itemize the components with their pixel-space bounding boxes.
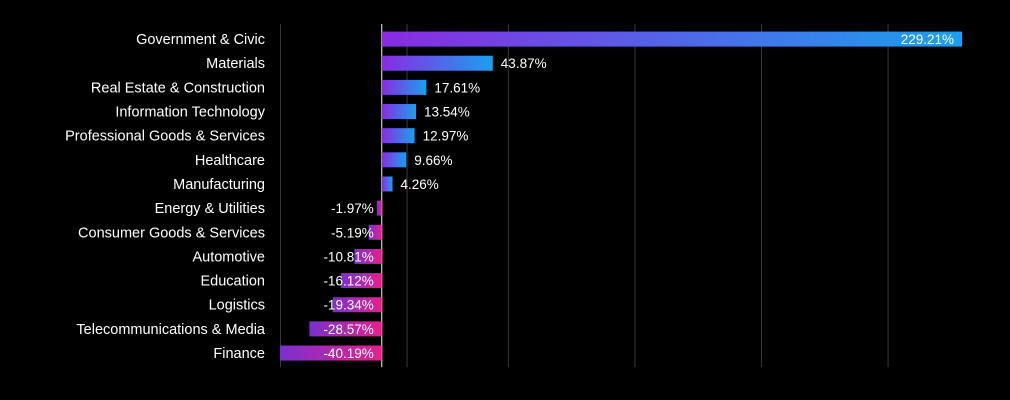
bar	[309, 321, 382, 337]
value-label: 17.61%	[434, 80, 480, 95]
value-label: -40.19%	[323, 346, 373, 361]
category-label: Real Estate & Construction	[91, 80, 265, 96]
category-label: Energy & Utilities	[155, 201, 265, 217]
bar	[280, 345, 382, 361]
bar	[381, 31, 963, 47]
value-label: -1.97%	[331, 201, 374, 216]
bar	[381, 128, 415, 144]
category-label: Professional Goods & Services	[65, 129, 265, 145]
bar	[381, 104, 417, 120]
value-labels: 229.21% 43.87% 17.61% 13.54% 12.97% 9.66% 4.26…	[323, 32, 954, 361]
category-label: Government & Civic	[136, 32, 265, 48]
category-labels: Government & Civic Materials Real Estate &…	[65, 32, 266, 362]
bar	[381, 176, 393, 192]
value-label: 13.54%	[424, 105, 470, 120]
category-label: Healthcare	[195, 153, 265, 169]
category-label: Education	[201, 274, 266, 290]
value-label: 9.66%	[414, 153, 452, 168]
value-label: 4.26%	[401, 177, 439, 192]
bar	[376, 200, 382, 216]
category-label: Materials	[206, 56, 265, 72]
category-label: Logistics	[209, 298, 265, 314]
bar	[381, 152, 407, 168]
category-label: Consumer Goods & Services	[78, 225, 265, 241]
value-label: -16.12%	[323, 274, 373, 289]
category-label: Automotive	[192, 249, 265, 265]
value-label: 12.97%	[423, 129, 469, 144]
category-label: Information Technology	[115, 105, 265, 121]
bar	[381, 55, 493, 71]
bar	[332, 297, 382, 313]
bars	[280, 31, 963, 361]
value-label: -19.34%	[323, 298, 373, 313]
category-label: Finance	[213, 346, 265, 362]
category-label: Manufacturing	[173, 177, 265, 193]
category-label: Telecommunications & Media	[76, 322, 266, 338]
value-label: 43.87%	[501, 56, 547, 71]
value-label: 229.21%	[901, 32, 954, 47]
gridlines	[279, 24, 889, 368]
bar	[354, 248, 382, 264]
value-label: -5.19%	[331, 225, 374, 240]
bar	[340, 273, 382, 289]
bar	[368, 224, 382, 240]
value-label: -10.81%	[323, 249, 373, 264]
bar	[381, 79, 427, 95]
value-label: -28.57%	[323, 322, 373, 337]
